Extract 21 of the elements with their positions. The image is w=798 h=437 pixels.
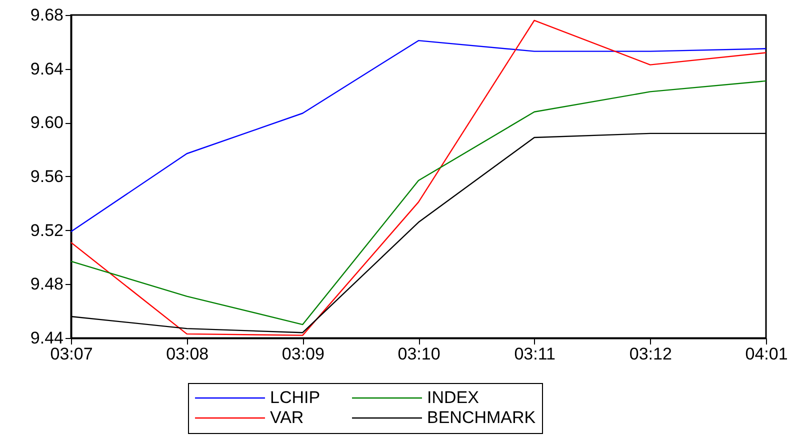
y-tick-label: 9.60 bbox=[30, 113, 64, 132]
x-tick-label: 04:01 bbox=[745, 344, 788, 364]
x-tick-label: 03:09 bbox=[282, 344, 324, 364]
legend-label: VAR bbox=[270, 408, 304, 427]
legend-label: LCHIP bbox=[270, 388, 320, 407]
x-tick-label: 03:12 bbox=[629, 344, 672, 364]
y-tick-label: 9.52 bbox=[30, 220, 64, 240]
y-tick-label: 9.48 bbox=[30, 274, 64, 294]
x-tick-label: 03:08 bbox=[166, 344, 209, 364]
line-series bbox=[70, 20, 767, 336]
legend-label: INDEX bbox=[427, 388, 479, 407]
line-series bbox=[70, 80, 767, 326]
x-tick-label: 03:10 bbox=[398, 344, 440, 364]
line-series bbox=[70, 40, 767, 232]
legend-label: BENCHMARK bbox=[427, 408, 536, 427]
x-tick-label: 03:11 bbox=[514, 344, 556, 364]
y-tick-label: 9.56 bbox=[30, 167, 64, 186]
y-tick-label: 9.64 bbox=[30, 59, 64, 78]
y-tick-label: 9.68 bbox=[30, 6, 64, 24]
y-tick-label: 9.44 bbox=[30, 328, 64, 348]
x-tick-label: 03:07 bbox=[50, 344, 93, 364]
